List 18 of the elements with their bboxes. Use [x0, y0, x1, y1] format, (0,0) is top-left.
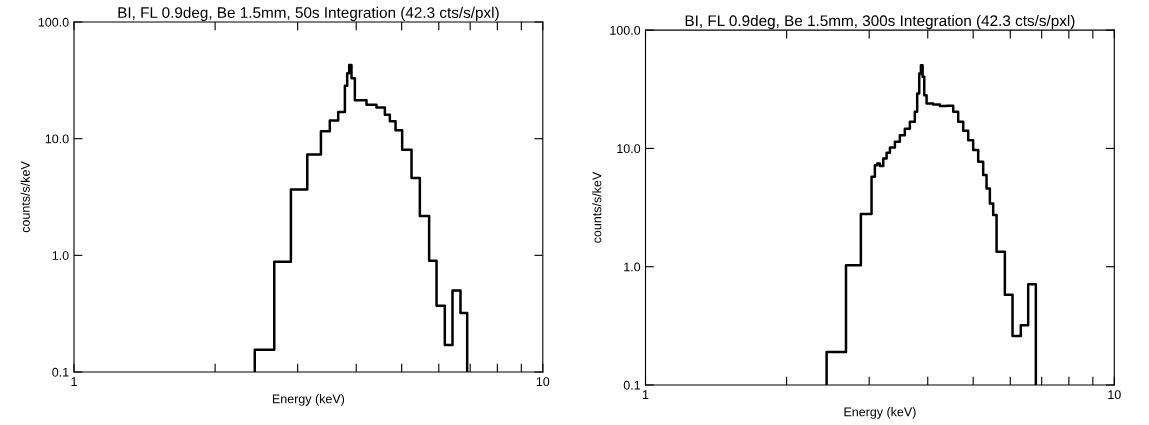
x-tick-label: 10 [536, 377, 550, 387]
y-tick-label: 1.0 [52, 251, 69, 260]
x-tick-label: 1 [642, 390, 649, 399]
y-tick-label: 1.0 [624, 262, 641, 272]
chart-title: BI, FL 0.9deg, Be 1.5mm, 300s Integration (42.3 cts/s/pxl) [685, 14, 1075, 30]
y-tick-label: 10.0 [617, 144, 641, 154]
y-tick-label: 0.1 [623, 380, 641, 390]
y-axis-title: counts/s/keV [592, 171, 602, 243]
x-tick-label: 10 [1108, 390, 1121, 400]
y-tick-label: 100.0 [38, 17, 69, 27]
y-tick-label: 0.1 [52, 367, 69, 377]
chart-title: BI, FL 0.9deg, Be 1.5mm, 50s Integration (42.3 cts/s/pxl) [118, 6, 499, 22]
x-tick-label: 1 [71, 377, 77, 386]
x-axis-title: Energy (keV) [844, 407, 916, 419]
y-tick-label: 10.0 [45, 134, 69, 144]
y-axis-title: counts/s/keV [20, 161, 30, 233]
x-axis-title: Energy (keV) [272, 394, 345, 406]
y-tick-label: 100.0 [610, 25, 641, 35]
